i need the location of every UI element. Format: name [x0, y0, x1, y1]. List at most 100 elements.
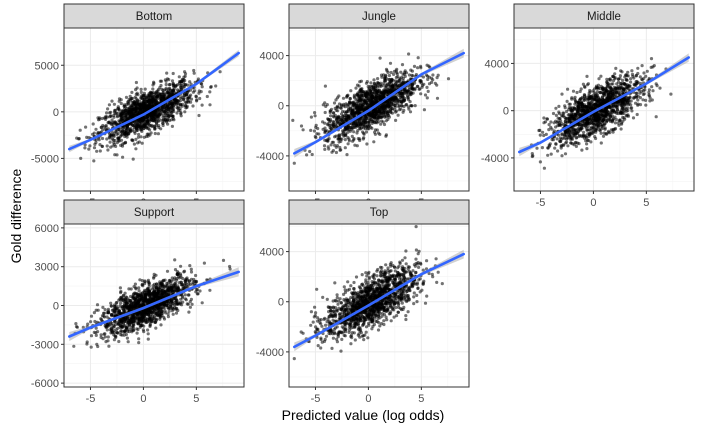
data-point: [338, 140, 341, 143]
data-point: [558, 117, 561, 120]
data-point: [131, 124, 134, 127]
data-point: [404, 89, 407, 92]
data-point: [136, 126, 139, 129]
data-point: [324, 105, 327, 108]
data-point: [149, 113, 152, 116]
data-point: [376, 89, 379, 92]
data-point: [314, 135, 317, 138]
data-point: [90, 346, 93, 349]
data-point: [147, 338, 150, 341]
data-point: [402, 109, 405, 112]
data-point: [137, 136, 140, 139]
data-point: [554, 143, 557, 146]
data-point: [120, 102, 123, 105]
data-point: [168, 83, 171, 86]
data-point: [179, 112, 182, 115]
data-point: [629, 77, 632, 80]
data-point: [340, 103, 343, 106]
data-point: [337, 116, 340, 119]
data-point: [583, 86, 586, 89]
data-point: [561, 112, 564, 115]
data-point: [364, 121, 367, 124]
data-point: [112, 123, 115, 126]
data-point: [588, 89, 591, 92]
data-point: [140, 103, 143, 106]
data-point: [370, 115, 373, 118]
data-point: [136, 92, 139, 95]
data-point: [172, 72, 175, 75]
data-point: [150, 131, 153, 134]
data-point: [577, 142, 580, 145]
data-point: [340, 107, 343, 110]
data-point: [425, 86, 428, 89]
data-point: [191, 104, 194, 107]
data-point: [632, 76, 635, 79]
data-point: [158, 86, 161, 89]
data-point: [134, 123, 137, 126]
data-point: [332, 124, 335, 127]
data-point: [165, 87, 168, 90]
data-point: [93, 143, 96, 146]
data-point: [346, 94, 349, 97]
y-tick-label: 4000: [485, 58, 509, 70]
data-point: [136, 332, 139, 335]
data-point: [573, 129, 576, 132]
data-point: [184, 75, 187, 78]
data-point: [135, 81, 138, 84]
data-point: [390, 79, 393, 82]
data-point: [398, 108, 401, 111]
data-point: [332, 111, 335, 114]
data-point: [359, 97, 362, 100]
data-point: [371, 120, 374, 123]
data-point: [644, 99, 647, 102]
data-point: [132, 102, 135, 105]
data-point: [110, 100, 113, 103]
data-point: [165, 119, 168, 122]
data-point: [410, 74, 413, 77]
data-point: [374, 133, 377, 136]
data-point: [333, 144, 336, 147]
data-point: [123, 105, 126, 108]
data-point: [565, 141, 568, 144]
data-point: [617, 91, 620, 94]
data-point: [364, 118, 367, 121]
data-point: [101, 117, 104, 120]
data-point: [409, 110, 412, 113]
data-point: [348, 101, 351, 104]
data-point: [198, 89, 201, 92]
data-point: [647, 93, 650, 96]
data-point: [372, 86, 375, 89]
data-point: [397, 79, 400, 82]
data-point: [607, 130, 610, 133]
data-point: [590, 127, 593, 130]
data-point: [392, 103, 395, 106]
data-point: [655, 82, 658, 85]
data-point: [133, 143, 136, 146]
data-point: [420, 80, 423, 83]
data-point: [564, 152, 567, 155]
data-point: [566, 144, 569, 147]
data-point: [556, 124, 559, 127]
data-point: [395, 99, 398, 102]
data-point: [426, 96, 429, 99]
data-point: [348, 139, 351, 142]
data-point: [209, 86, 212, 89]
data-point: [355, 124, 358, 127]
data-point: [389, 62, 392, 65]
data-point: [600, 85, 603, 88]
data-point: [648, 99, 651, 102]
data-point: [563, 104, 566, 107]
data-point: [539, 160, 542, 163]
data-point: [340, 138, 343, 141]
data-point: [414, 104, 417, 107]
data-point: [139, 97, 142, 100]
data-point: [101, 124, 104, 127]
data-point: [141, 142, 144, 145]
data-point: [364, 107, 367, 110]
data-point: [604, 87, 607, 90]
data-point: [317, 132, 320, 135]
data-point: [608, 78, 611, 81]
data-point: [146, 125, 149, 128]
